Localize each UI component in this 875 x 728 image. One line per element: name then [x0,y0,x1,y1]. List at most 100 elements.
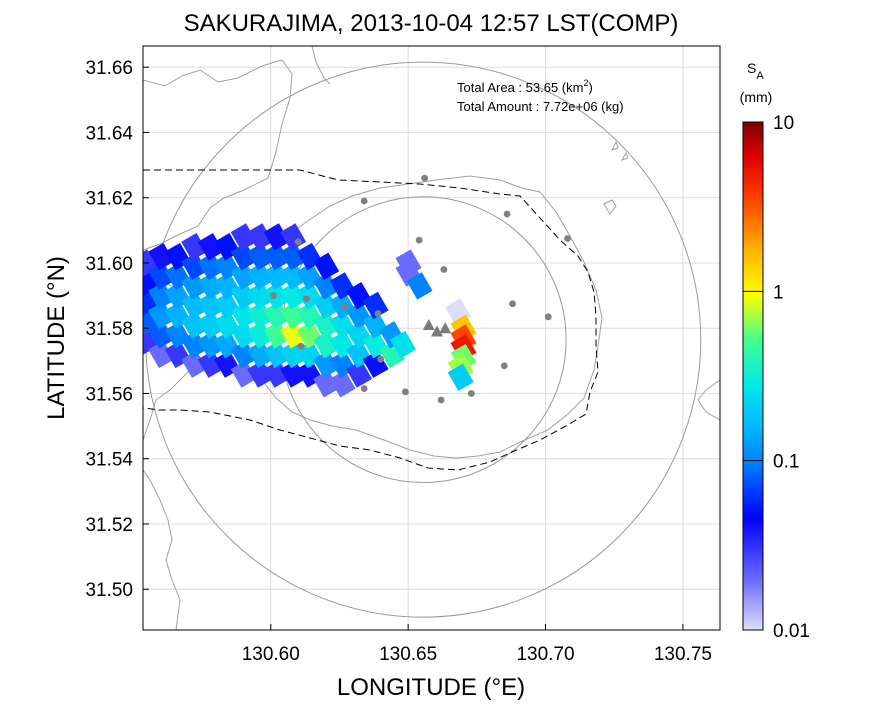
y-tick-label: 31.52 [85,515,133,536]
deposit-cell [263,340,290,369]
colorbar-gradient [742,121,764,631]
deposit-cell [181,311,208,339]
station-point [401,388,409,396]
deposit-cell [181,272,208,300]
total-area-unit-sup: 2 [583,78,588,88]
deposit-cell [230,301,257,329]
y-tick-label: 31.54 [85,450,133,471]
volcano-vent-marker [422,318,435,330]
deposit-cell [230,262,257,290]
deposit-cell [447,363,474,391]
deposit-cell [247,301,274,329]
deposit-cell [280,281,307,310]
chart-title: SAKURAJIMA, 2013-10-04 12:57 LST(COMP) [184,10,679,37]
deposit-cell [197,233,224,261]
deposit-cell [247,242,274,271]
deposit-cell [230,223,257,251]
deposit-cell [247,223,274,251]
deposit-cell [247,281,274,310]
deposit-cell [230,321,257,349]
deposit-cell [247,262,274,290]
station-point [360,385,368,392]
deposit-cell [280,340,307,369]
station-point [440,266,448,273]
deposit-cell [197,272,224,300]
deposit-cell [263,360,290,388]
deposit-cell [313,330,340,359]
deposit-cell [181,350,208,378]
plot-frame [142,45,721,631]
deposit-cell [197,311,224,339]
total-amount-text: Total Amount : 7.72e+06 (kg) [457,99,624,114]
deposit-cell [346,360,373,388]
colorbar-tick-label: 0.1 [773,452,799,473]
x-tick-label: 130.65 [379,644,437,665]
deposit-cell [197,330,224,359]
station-point [377,355,385,363]
volcano-vents [422,318,452,337]
deposit-cell [313,291,340,320]
deposit-cell [263,321,290,349]
deposit-cell [148,301,175,329]
summary-annotation: Total Area : 53.65 (km2) Total Amount : … [457,78,624,114]
deposit-cell [390,330,417,359]
deposit-cell [148,281,175,310]
station-point [503,210,511,218]
deposit-cell [313,272,340,300]
deposit-cell [263,223,290,251]
colorbar-tick-label: 1 [773,282,784,303]
deposit-cell [148,340,175,369]
deposit-cell [313,370,340,398]
y-tick-label: 31.62 [85,189,133,210]
station-point [297,342,305,350]
colorbar-title: S [747,60,756,76]
volcano-vent-marker [439,322,452,334]
y-tick-label: 31.56 [85,384,133,405]
deposit-cell [148,321,175,349]
station-point [303,295,310,303]
deposit-cell [263,301,290,329]
y-tick-label: 31.50 [85,580,133,601]
colorbar-ticks: 10 1 0.1 0.01 [743,113,810,642]
x-tick-label: 130.70 [516,644,574,665]
deposit-cell [247,360,274,388]
deposit-cell [181,233,208,261]
deposit-cell [181,252,208,281]
deposit-cell [197,291,224,320]
deposit-cell [181,330,208,359]
ash-deposit-cells [143,223,477,398]
deposit-cell [280,262,307,290]
station-point [341,303,349,311]
y-axis-ticks: 31.50 31.52 31.54 31.56 31.58 31.60 31.62 31.64… [85,58,149,601]
deposit-cell [329,370,356,398]
x-tick-label: 130.75 [654,644,712,665]
colorbar-unit: (mm) [740,89,773,105]
deposit-cell [280,321,307,349]
station-point [564,235,571,242]
station-point [509,300,516,308]
colorbar-title-subscript: A [756,70,764,82]
station-point [500,362,508,370]
deposit-cell [148,242,175,271]
deposit-cell [230,281,257,310]
x-axis-ticks: 130.60 130.65 130.70 130.75 [242,624,712,665]
y-tick-label: 31.60 [85,254,133,275]
deposit-cell [197,350,224,378]
svg-text:SA: SA [747,60,764,82]
deposit-cell [148,262,175,290]
deposit-cell [280,360,307,388]
deposit-cell [230,360,257,388]
station-point [294,238,302,246]
station-point [467,390,475,397]
deposit-cell [230,242,257,271]
deposit-cell [313,252,340,281]
deposit-cell [181,291,208,320]
station-point [415,236,423,244]
svg-text:Total Area : 53.65 (km2): Total Area : 53.65 (km2) [457,78,593,95]
x-axis-label: LONGITUDE (°E) [337,674,525,701]
y-tick-label: 31.58 [85,319,133,340]
observation-stations [270,174,571,404]
station-point [544,313,552,321]
deposit-cell [280,301,307,329]
survey-boundary [143,169,599,471]
